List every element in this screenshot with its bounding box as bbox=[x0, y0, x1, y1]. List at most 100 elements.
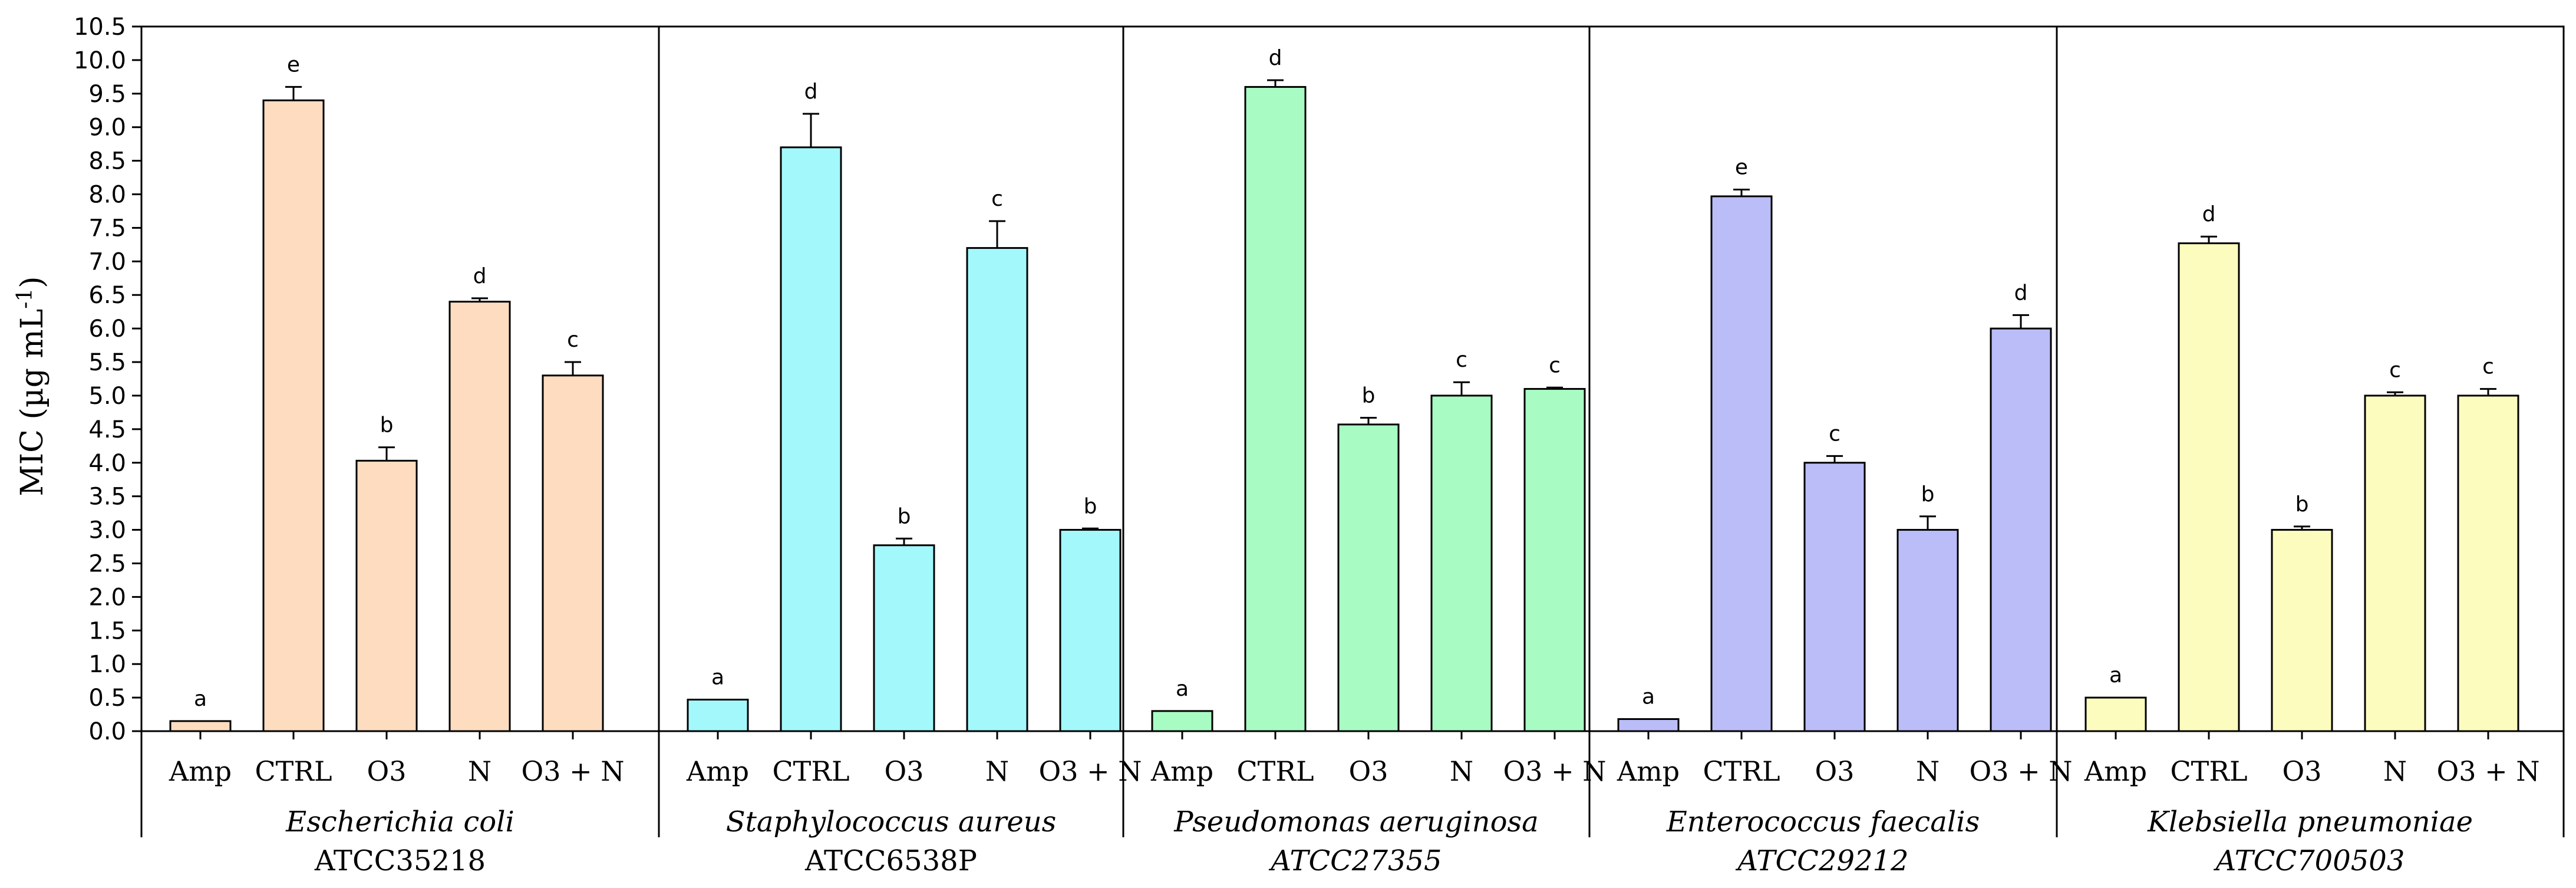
bar bbox=[1059, 529, 1122, 732]
y-tick-label: 5.5 bbox=[88, 349, 126, 376]
significance-letter: c bbox=[1829, 422, 1841, 446]
y-tick-label: 9.0 bbox=[88, 114, 126, 142]
significance-letter: a bbox=[711, 666, 724, 690]
group-strain: ATCC29212 bbox=[1735, 844, 1908, 877]
category-label: CTRL bbox=[772, 755, 849, 787]
y-tick-label: 2.0 bbox=[88, 584, 126, 611]
bar bbox=[1617, 718, 1680, 732]
bar bbox=[1523, 388, 1586, 732]
y-tick-label: 7.0 bbox=[88, 248, 126, 275]
y-tick-label: 8.0 bbox=[88, 182, 126, 209]
category-label: N bbox=[1916, 755, 1940, 787]
category-label: N bbox=[468, 755, 492, 787]
category-label: CTRL bbox=[2170, 755, 2247, 787]
category-label: Amp bbox=[169, 755, 232, 787]
category-label: N bbox=[985, 755, 1009, 787]
bar bbox=[1896, 529, 1959, 732]
significance-letter: b bbox=[898, 504, 911, 528]
significance-letter: c bbox=[567, 328, 579, 352]
significance-letter: b bbox=[380, 413, 394, 438]
y-tick-label: 6.0 bbox=[88, 315, 126, 343]
bar bbox=[169, 720, 232, 732]
group-name: Pseudomonas aeruginosa bbox=[1173, 805, 1538, 838]
category-label: O3 + N bbox=[2436, 755, 2539, 787]
y-axis-title-suffix: ) bbox=[15, 276, 50, 288]
y-tick-label: 5.0 bbox=[88, 383, 126, 410]
category-label: O3 + N bbox=[1969, 755, 2072, 787]
bar bbox=[687, 699, 749, 732]
category-label: CTRL bbox=[1236, 755, 1314, 787]
bar bbox=[2178, 242, 2240, 732]
significance-letter: a bbox=[194, 687, 207, 711]
y-axis-title-main: MIC (µg mL bbox=[15, 309, 50, 496]
category-label: N bbox=[2383, 755, 2407, 787]
y-tick-label: 4.0 bbox=[88, 450, 126, 477]
significance-letter: b bbox=[2295, 492, 2309, 517]
category-label: O3 + N bbox=[521, 755, 624, 787]
y-tick-label: 8.5 bbox=[88, 148, 126, 175]
category-label: Amp bbox=[1150, 755, 1213, 787]
category-label: O3 + N bbox=[1038, 755, 1142, 787]
significance-letter: e bbox=[1735, 156, 1748, 180]
category-label: Amp bbox=[1617, 755, 1680, 787]
bar bbox=[2084, 696, 2147, 732]
bar bbox=[448, 301, 511, 732]
significance-letter: b bbox=[1084, 494, 1097, 518]
y-tick-label: 3.5 bbox=[88, 484, 126, 511]
group-strain: ATCC27355 bbox=[1268, 844, 1442, 877]
y-axis-title: MIC (µg mL-1) bbox=[13, 276, 50, 496]
significance-letter: b bbox=[1921, 482, 1935, 507]
significance-letter: c bbox=[991, 187, 1003, 211]
category-label: O3 bbox=[1349, 755, 1388, 787]
group-name: Klebsiella pneumoniae bbox=[2147, 805, 2473, 838]
significance-letter: d bbox=[1269, 46, 1282, 70]
bar bbox=[780, 146, 842, 732]
category-label: CTRL bbox=[255, 755, 332, 787]
bar bbox=[966, 247, 1028, 732]
bar bbox=[542, 374, 604, 732]
bars bbox=[169, 79, 2519, 732]
bar bbox=[262, 99, 325, 732]
significance-letter: d bbox=[473, 264, 487, 288]
y-tick-label: 7.5 bbox=[88, 215, 126, 242]
category-label: Amp bbox=[686, 755, 749, 787]
y-tick-label: 1.0 bbox=[88, 651, 126, 678]
group-name: Escherichia coli bbox=[285, 805, 514, 838]
category-label: O3 bbox=[1815, 755, 1855, 787]
y-tick-label: 9.5 bbox=[88, 81, 126, 108]
bar bbox=[2271, 529, 2333, 732]
significance-letter: e bbox=[287, 52, 300, 77]
group-strain: ATCC700503 bbox=[2214, 844, 2405, 877]
bar bbox=[873, 544, 935, 732]
significance-letter: a bbox=[2109, 663, 2122, 688]
bar bbox=[1710, 195, 1773, 732]
significance-letter: c bbox=[1456, 348, 1467, 372]
y-tick-label: 4.5 bbox=[88, 416, 126, 443]
category-label: CTRL bbox=[1703, 755, 1780, 787]
significance-letter: b bbox=[1362, 384, 1376, 408]
significance-letter: c bbox=[1549, 353, 1561, 377]
labels: 0.0 0.5 1.0 1.5 2.0 2.5 3.0 3.5 4.0 4.5 5.0 5.5 6.0 6… bbox=[74, 14, 2540, 877]
y-tick-label: 2.5 bbox=[88, 550, 126, 577]
bar bbox=[355, 459, 418, 732]
bar bbox=[1803, 462, 1866, 732]
significance-letter: d bbox=[2014, 281, 2028, 305]
y-tick-label: 10.5 bbox=[74, 14, 126, 41]
y-tick-label: 0.0 bbox=[88, 718, 126, 745]
bar bbox=[1151, 710, 1213, 732]
bar bbox=[2364, 394, 2426, 732]
significance-letter: a bbox=[1176, 677, 1189, 701]
y-tick-label: 6.5 bbox=[88, 282, 126, 309]
bar bbox=[1337, 423, 1400, 732]
significance-letter: d bbox=[804, 80, 818, 104]
category-label: O3 + N bbox=[1503, 755, 1606, 787]
significance-letter: d bbox=[2202, 202, 2216, 226]
significance-letter: c bbox=[2482, 355, 2494, 379]
bar bbox=[1244, 85, 1307, 732]
y-tick-label: 3.0 bbox=[88, 517, 126, 544]
category-label: Amp bbox=[2084, 755, 2147, 787]
y-tick-label: 10.0 bbox=[74, 47, 126, 74]
category-label: O3 bbox=[885, 755, 924, 787]
group-strain: ATCC35218 bbox=[314, 844, 486, 877]
